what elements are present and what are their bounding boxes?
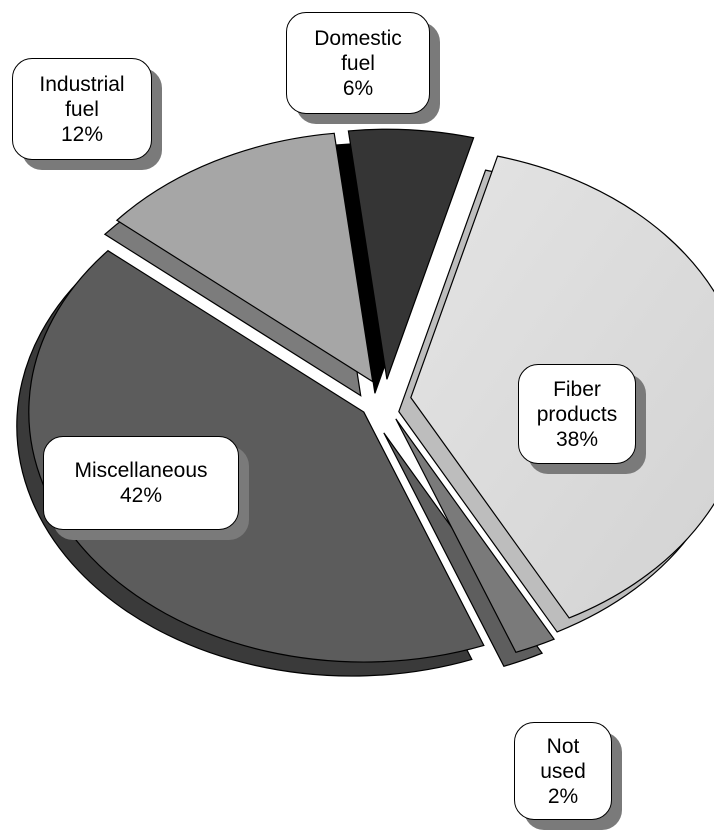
pie-slice-industrial-fuel: [115, 132, 374, 383]
slice-value-industrial: 12%: [60, 122, 104, 146]
pie-slice-not-used: [395, 418, 556, 654]
pie-slice-domestic-fuel: [347, 128, 475, 380]
slice-value-notused: 2%: [547, 784, 579, 808]
slice-value-misc: 42%: [119, 484, 163, 507]
callout-domestic-fuel: Domestic fuel 6%: [286, 12, 430, 114]
slice-label-notused-line1: Not: [546, 734, 580, 758]
slice-label-industrial-line2: fuel: [65, 97, 99, 121]
slice-label-industrial-line1: Industrial: [39, 72, 125, 96]
slice-label-notused-line2: used: [540, 759, 586, 783]
slice-value-fiber: 38%: [555, 427, 599, 451]
slice-label-domestic-line1: Domestic: [314, 26, 402, 50]
slice-label-fiber-line2: products: [536, 402, 618, 426]
callout-industrial-fuel: Industrial fuel 12%: [12, 58, 152, 160]
slice-label-domestic-line2: fuel: [341, 51, 375, 75]
callout-fiber-products: Fiber products 38%: [518, 364, 636, 464]
callout-not-used: Not used 2%: [514, 722, 612, 820]
pie-slice-miscellaneous: [28, 249, 485, 663]
slice-label-misc-line1: Miscellaneous: [74, 459, 208, 482]
slice-value-domestic: 6%: [342, 76, 374, 100]
slice-label-fiber-line1: Fiber: [553, 377, 601, 401]
callout-miscellaneous: Miscellaneous 42%: [43, 436, 239, 530]
